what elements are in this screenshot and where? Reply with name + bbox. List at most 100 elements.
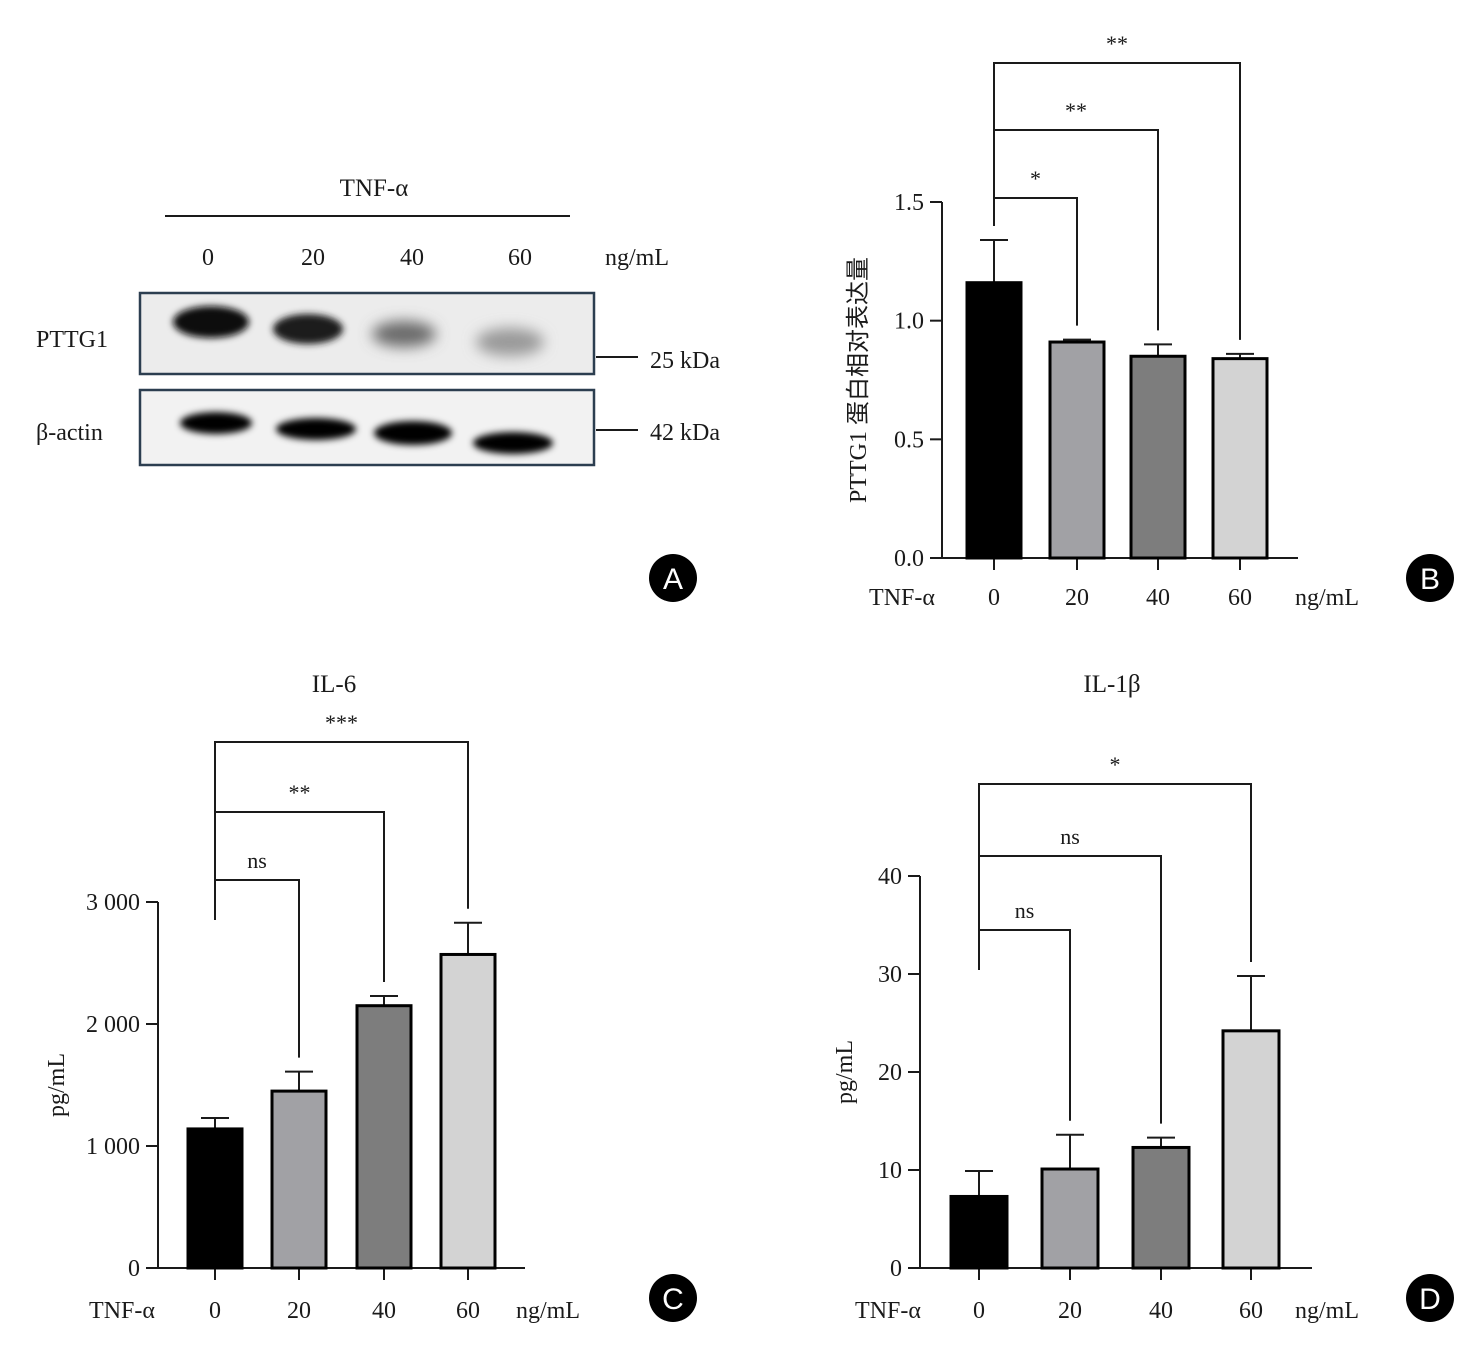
bar — [1048, 340, 1106, 560]
bar — [1211, 357, 1269, 560]
panel-badge-a: A — [649, 554, 697, 602]
blot-band — [173, 306, 249, 338]
bar — [1129, 354, 1187, 560]
x-tick-label: 60 — [1228, 585, 1252, 611]
significance-label: ns — [1060, 824, 1080, 849]
blot-band — [180, 412, 252, 434]
blot-treatment-label: TNF-α — [340, 175, 409, 202]
significance-label: * — [1110, 752, 1121, 777]
bar — [965, 281, 1023, 560]
significance-bracket — [214, 811, 385, 982]
chart-title: IL-1β — [1083, 671, 1140, 698]
x-tick-label: 0 — [209, 1298, 221, 1324]
significance-bracket — [978, 783, 1252, 962]
actin-bands — [180, 412, 553, 454]
significance-label: ** — [1065, 98, 1087, 123]
blot-band — [276, 418, 356, 440]
y-tick-label: 1.5 — [894, 190, 924, 216]
significance-label: ** — [1106, 31, 1128, 56]
chart-d-il1b: IL-1β 0 10 20 30 40 pg/mL 0 20 40 60 TNF-α ng/mL ns ns… — [832, 671, 1454, 1324]
y-tick-label: 3 000 — [86, 890, 140, 916]
pttg1-bands — [173, 306, 544, 356]
y-tick-label: 40 — [878, 864, 902, 890]
y-axis-label: pg/mL — [832, 1040, 858, 1104]
y-tick-label: 1 000 — [86, 1134, 140, 1160]
significance-bracket — [993, 197, 1078, 326]
badge-letter: A — [663, 563, 683, 596]
y-tick-label: 0.0 — [894, 546, 924, 572]
blot-lane-label: 20 — [301, 245, 325, 271]
x-axis-unit-label: ng/mL — [1295, 1298, 1359, 1324]
y-axis-label: pg/mL — [44, 1053, 70, 1117]
significance-bracket — [214, 741, 469, 909]
badge-circle — [1406, 1274, 1454, 1322]
blot-band — [372, 321, 436, 347]
bar — [1131, 1145, 1191, 1270]
x-tick-label: 0 — [973, 1298, 985, 1324]
x-axis-unit-label: ng/mL — [516, 1298, 580, 1324]
badge-letter: C — [662, 1283, 684, 1316]
significance-bracket — [214, 879, 300, 1058]
panel-badge-c: C — [649, 1274, 697, 1322]
significance-label: ns — [1015, 898, 1035, 923]
y-tick-label: 30 — [878, 962, 902, 988]
panel-badge-b: B — [1406, 554, 1454, 602]
y-tick-label: 0 — [128, 1256, 140, 1282]
badge-circle — [1406, 554, 1454, 602]
bar — [439, 952, 497, 1270]
significance-bracket — [993, 62, 1241, 340]
y-tick-label: 0 — [890, 1256, 902, 1282]
x-tick-label: 40 — [1149, 1298, 1173, 1324]
badge-letter: B — [1420, 563, 1440, 596]
significance-bracket — [978, 855, 1162, 1124]
bar — [355, 1004, 413, 1270]
x-tick-label: 20 — [287, 1298, 311, 1324]
panel-a-western-blot: TNF-α 0 20 40 60 ng/mL PTTG1 25 kDa β-ac… — [36, 175, 720, 602]
blot-band — [273, 314, 343, 344]
x-tick-label: 20 — [1058, 1298, 1082, 1324]
y-tick-label: 2 000 — [86, 1012, 140, 1038]
significance-label: * — [1030, 166, 1041, 191]
blot-lane-label: 40 — [400, 245, 424, 271]
x-tick-label: 40 — [372, 1298, 396, 1324]
blot-unit-label: ng/mL — [605, 245, 669, 271]
marker-label-42kda: 42 kDa — [650, 420, 720, 446]
x-tick-label: 60 — [456, 1298, 480, 1324]
bar — [949, 1194, 1009, 1270]
y-tick-label: 1.0 — [894, 309, 924, 335]
badge-circle — [649, 1274, 697, 1322]
y-axis-label: PTTG1 蛋白相对表达量 — [845, 257, 872, 503]
badge-circle — [649, 554, 697, 602]
bar — [1040, 1167, 1100, 1270]
panel-badge-d: D — [1406, 1274, 1454, 1322]
x-tick-label: 0 — [988, 585, 1000, 611]
x-axis-prefix-label: TNF-α — [869, 585, 935, 611]
y-tick-label: 0.5 — [894, 427, 924, 453]
significance-label: *** — [325, 710, 358, 735]
chart-c-il6: IL-6 0 1 000 2 000 3 000 pg/mL 0 20 40 60 TNF-α ng/… — [44, 671, 697, 1324]
x-tick-label: 60 — [1239, 1298, 1263, 1324]
significance-label: ns — [247, 848, 267, 873]
significance-label: ** — [289, 780, 311, 805]
blot-band — [374, 421, 452, 445]
marker-label-25kda: 25 kDa — [650, 348, 720, 374]
chart-title: IL-6 — [312, 671, 356, 698]
chart-b-pttg1-expression: 0.0 0.5 1.0 1.5 PTTG1 蛋白相对表达量 0 20 40 60 TNF-α ng/… — [845, 31, 1454, 611]
x-axis-unit-label: ng/mL — [1295, 585, 1359, 611]
y-tick-label: 20 — [878, 1060, 902, 1086]
bar — [270, 1089, 328, 1270]
blot-row-label-pttg1: PTTG1 — [36, 327, 108, 353]
blot-lane-label: 60 — [508, 245, 532, 271]
blot-band — [476, 328, 544, 356]
significance-bracket — [993, 129, 1159, 331]
y-tick-label: 10 — [878, 1158, 902, 1184]
blot-lane-label: 0 — [202, 245, 214, 271]
x-tick-label: 20 — [1065, 585, 1089, 611]
x-axis-prefix-label: TNF-α — [855, 1298, 921, 1324]
bar — [1221, 1029, 1281, 1270]
badge-letter: D — [1419, 1283, 1441, 1316]
blot-row-label-actin: β-actin — [36, 420, 103, 446]
x-axis-prefix-label: TNF-α — [89, 1298, 155, 1324]
significance-bracket — [978, 929, 1071, 1121]
